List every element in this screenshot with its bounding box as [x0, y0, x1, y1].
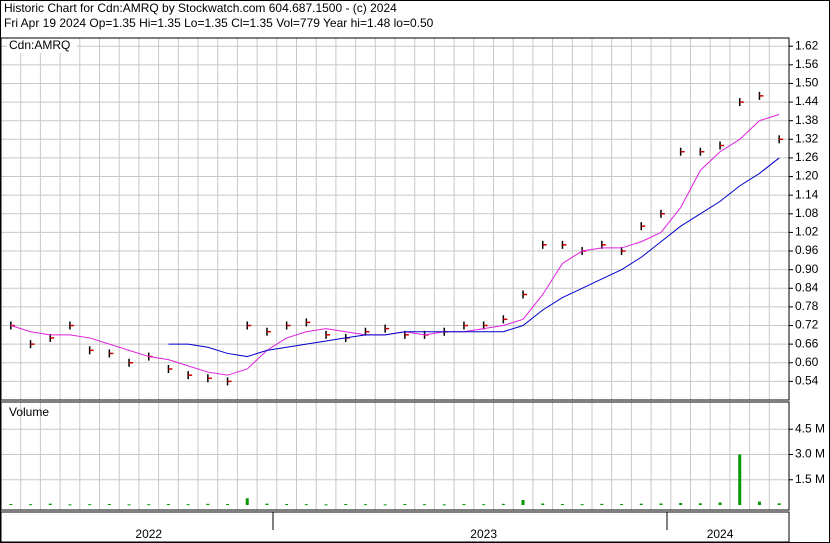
y-tick-label: 1.44 — [795, 94, 819, 108]
volume-bar — [560, 503, 564, 505]
y-tick-label: 1.50 — [795, 76, 819, 90]
panel-label: Cdn:AMRQ — [9, 38, 70, 52]
volume-bar — [501, 503, 505, 505]
volume-bar — [679, 502, 683, 505]
volume-bar — [206, 503, 210, 505]
y-tick-label: 1.20 — [795, 169, 819, 183]
grid-layer — [1, 38, 789, 510]
volume-bar — [48, 503, 52, 505]
volume-bar — [363, 504, 367, 506]
y-tick-label: 0.72 — [795, 318, 819, 332]
volume-bar — [29, 504, 33, 506]
x-tick-label: 2024 — [707, 527, 734, 541]
y-tick-label: 0.84 — [795, 280, 819, 294]
volume-bar — [541, 503, 545, 505]
volume-bar — [226, 503, 230, 505]
y-tick-label: 0.54 — [795, 374, 819, 388]
panel-label-bg — [7, 39, 77, 53]
y-tick-label: 0.90 — [795, 262, 819, 276]
volume-bar — [68, 504, 72, 506]
x-tick-label: 2023 — [470, 527, 497, 541]
volume-bar — [659, 503, 663, 505]
volume-bar — [482, 504, 486, 506]
volume-bar — [88, 504, 92, 506]
moving-average — [168, 157, 780, 358]
volume-bar — [600, 503, 604, 505]
volume-bar — [186, 504, 190, 506]
volume-bar — [423, 504, 427, 506]
y-tick-label: 0.66 — [795, 336, 819, 350]
volume-bar — [265, 503, 269, 505]
date-axis — [0, 511, 790, 543]
volume-bar — [245, 498, 249, 505]
volume-panel — [0, 401, 790, 511]
volume-bar — [403, 503, 407, 505]
volume-bar — [324, 504, 328, 506]
y-tick-label: 1.14 — [795, 187, 819, 201]
header-title: Historic Chart for Cdn:AMRQ by Stockwatc… — [4, 1, 397, 15]
volume-bar — [107, 503, 111, 505]
y-tick-label: 1.32 — [795, 131, 819, 145]
volume-bar — [166, 503, 170, 505]
header-quote: Fri Apr 19 2024 Op=1.35 Hi=1.35 Lo=1.35 … — [4, 16, 434, 30]
y-tick-label: 1.08 — [795, 206, 819, 220]
volume-bar — [580, 504, 584, 506]
volume-bar — [698, 503, 702, 505]
y-tick-label: 0.78 — [795, 299, 819, 313]
volume-bar — [521, 499, 525, 505]
y-tick-label: 1.38 — [795, 113, 819, 127]
y-tick-label: 0.60 — [795, 355, 819, 369]
y-tick-label: 1.5 M — [795, 472, 825, 486]
volume-bar — [285, 503, 289, 505]
volume-bar — [147, 504, 151, 506]
volume-bar — [9, 503, 13, 505]
volume-bar — [344, 503, 348, 505]
volume-bar — [757, 501, 761, 505]
price-panel — [0, 37, 790, 401]
volume-bar — [304, 504, 308, 506]
volume-bar — [738, 454, 742, 505]
volume-bar — [620, 503, 624, 505]
volume-bar — [462, 503, 466, 505]
y-tick-label: 0.96 — [795, 243, 819, 257]
y-tick-label: 1.02 — [795, 225, 819, 239]
y-tick-label: 4.5 M — [795, 421, 825, 435]
volume-bar — [442, 504, 446, 506]
panel-label: Volume — [9, 405, 49, 419]
volume-bar — [383, 504, 387, 506]
x-tick-label: 2022 — [135, 527, 162, 541]
y-tick-label: 3.0 M — [795, 447, 825, 461]
volume-bar — [777, 503, 781, 505]
y-tick-label: 1.62 — [795, 38, 819, 52]
y-tick-label: 1.56 — [795, 57, 819, 71]
y-tick-label: 1.26 — [795, 150, 819, 164]
volume-bar — [127, 504, 131, 506]
volume-bar — [718, 502, 722, 505]
volume-bar — [639, 503, 643, 505]
